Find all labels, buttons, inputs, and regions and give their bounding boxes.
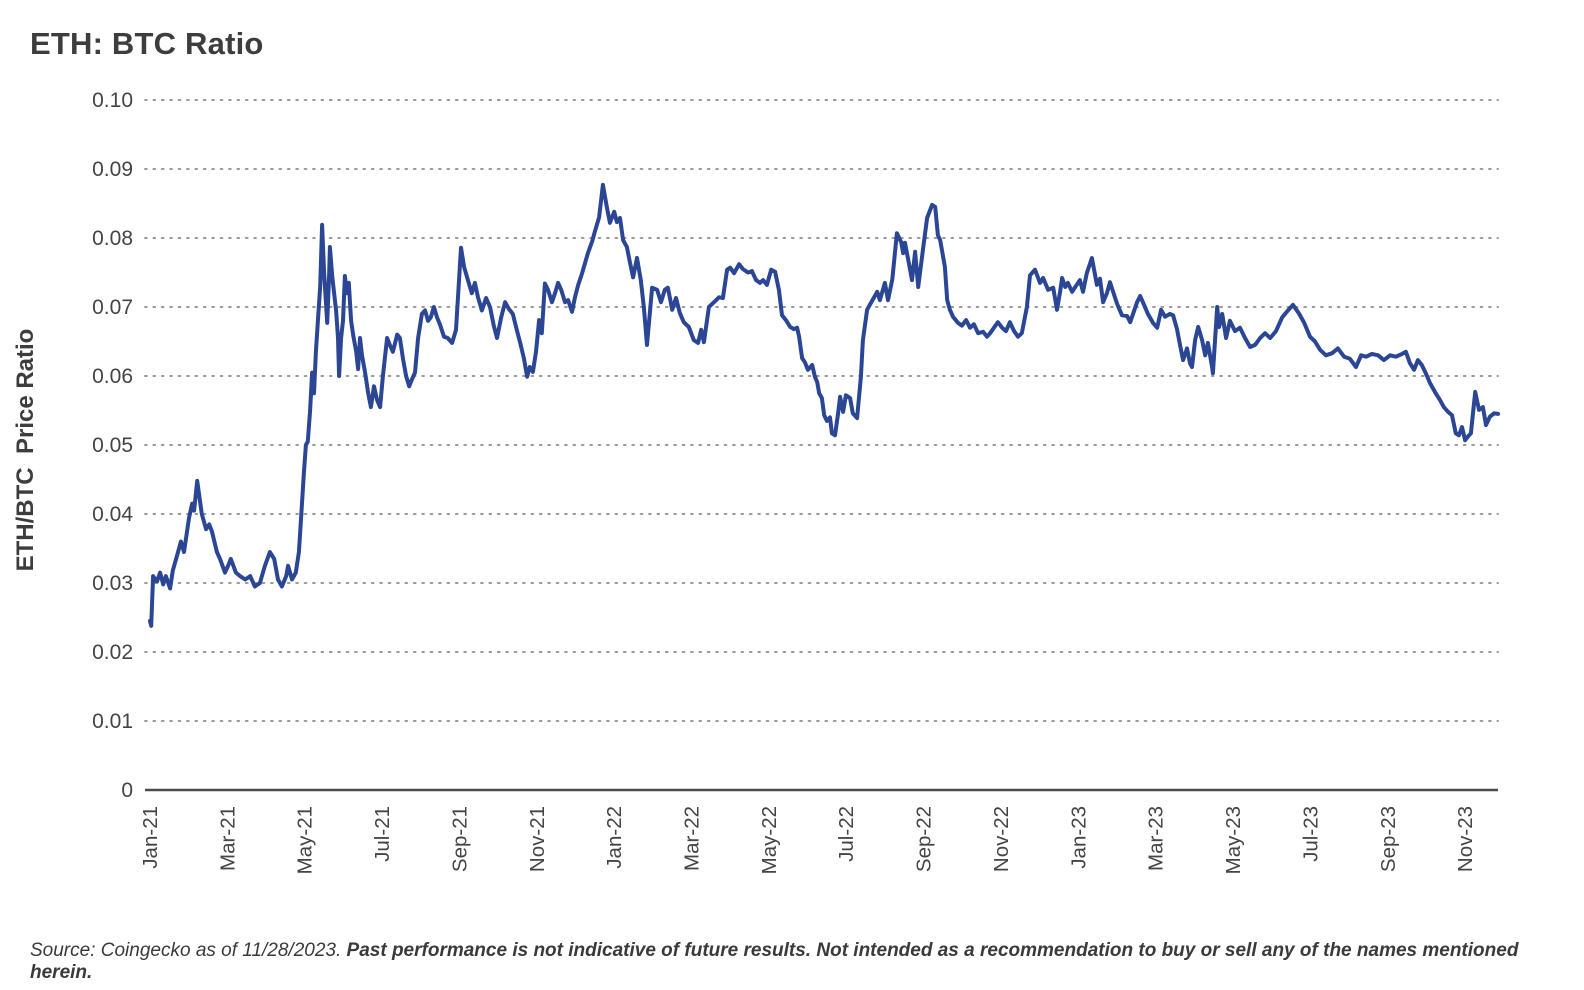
y-tick-label: 0.08 <box>92 227 133 250</box>
x-tick-label: Jul-23 <box>1299 806 1322 862</box>
x-tick-label: Mar-22 <box>681 806 704 871</box>
x-tick-label: Nov-22 <box>990 806 1013 872</box>
x-tick-label: Jan-23 <box>1067 806 1090 869</box>
x-tick-label: Nov-23 <box>1454 806 1477 872</box>
y-tick-label: 0.04 <box>92 503 133 526</box>
y-tick-label: 0.09 <box>92 158 133 181</box>
y-tick-label: 0.06 <box>92 365 133 388</box>
y-tick-label: 0.05 <box>92 434 133 457</box>
y-tick-label: 0.10 <box>92 89 133 112</box>
chart-title: ETH: BTC Ratio <box>30 26 264 61</box>
x-tick-label: May-21 <box>294 806 317 874</box>
x-tick-label: Mar-21 <box>216 806 239 871</box>
y-tick-label: 0.02 <box>92 641 133 664</box>
x-tick-label: Jan-22 <box>603 806 626 869</box>
x-tick-label: Jan-21 <box>139 806 162 869</box>
y-tick-label: 0.03 <box>92 572 133 595</box>
x-tick-label: Jul-21 <box>371 806 394 862</box>
source-note-prefix: Source: Coingecko as of 11/28/2023. <box>30 940 347 961</box>
x-tick-label: Sep-22 <box>913 806 936 872</box>
y-tick-label: 0 <box>121 779 133 802</box>
eth-btc-ratio-series <box>148 182 1500 628</box>
x-tick-label: Mar-23 <box>1145 806 1168 871</box>
x-tick-label: May-22 <box>758 806 781 874</box>
y-tick-label: 0.01 <box>92 710 133 733</box>
x-tick-label: Jul-22 <box>835 806 858 862</box>
x-tick-label: May-23 <box>1222 806 1245 874</box>
y-tick-label: 0.07 <box>92 296 133 319</box>
source-note-disclaimer: Past performance is not indicative of fu… <box>30 940 1519 983</box>
source-note: Source: Coingecko as of 11/28/2023. Past… <box>30 940 1560 984</box>
x-tick-label: Nov-21 <box>526 806 549 872</box>
x-tick-label: Sep-23 <box>1377 806 1400 872</box>
x-tick-label: Sep-21 <box>448 806 471 872</box>
eth-btc-ratio-line-chart: 0 0.01 0.02 0.03 0.04 0.05 0.06 0.07 0.08 0.09 0.1… <box>92 89 1500 874</box>
